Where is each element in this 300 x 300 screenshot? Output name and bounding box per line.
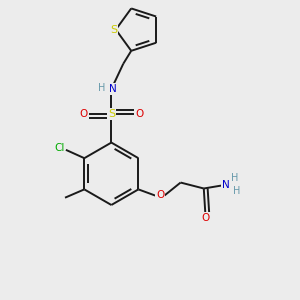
Text: S: S: [108, 109, 115, 119]
Text: O: O: [135, 109, 143, 119]
Text: N: N: [109, 84, 117, 94]
Text: S: S: [110, 25, 117, 34]
Text: Cl: Cl: [54, 143, 64, 153]
Text: N: N: [222, 180, 230, 190]
Text: O: O: [156, 190, 164, 200]
Text: H: H: [98, 82, 106, 93]
Text: H: H: [231, 173, 239, 183]
Text: H: H: [233, 186, 240, 196]
Text: O: O: [80, 109, 88, 119]
Text: O: O: [201, 213, 209, 223]
